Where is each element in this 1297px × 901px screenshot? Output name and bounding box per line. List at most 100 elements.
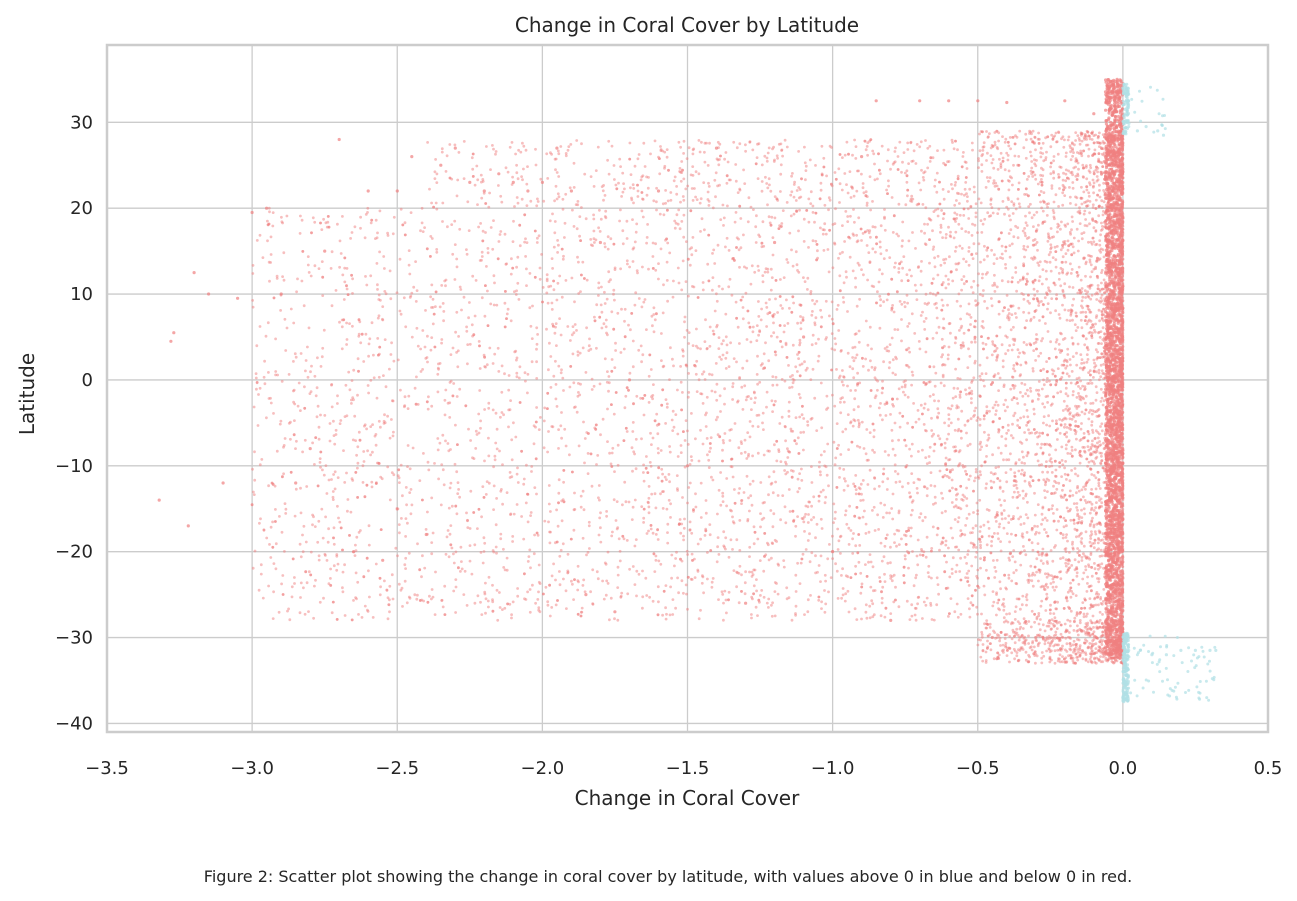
scatter-point xyxy=(933,256,936,260)
scatter-point xyxy=(564,589,568,593)
scatter-point xyxy=(366,384,370,387)
scatter-point xyxy=(859,499,863,502)
scatter-point xyxy=(765,601,769,605)
scatter-point xyxy=(1074,311,1078,315)
scatter-point xyxy=(1101,213,1105,217)
scatter-point xyxy=(491,362,495,365)
scatter-point xyxy=(780,415,784,419)
scatter-point xyxy=(1016,348,1020,352)
scatter-point xyxy=(370,485,374,489)
scatter-point xyxy=(979,546,982,550)
scatter-point xyxy=(1029,169,1033,173)
scatter-point xyxy=(579,494,583,498)
scatter-point xyxy=(476,178,480,182)
scatter-point xyxy=(570,579,573,583)
scatter-point xyxy=(1024,638,1028,642)
scatter-point xyxy=(1056,152,1060,156)
scatter-point xyxy=(406,444,410,447)
scatter-point xyxy=(654,242,657,246)
scatter-point xyxy=(654,268,658,272)
scatter-point xyxy=(767,558,771,562)
scatter-point xyxy=(900,339,903,343)
scatter-point xyxy=(1054,309,1057,313)
scatter-point xyxy=(959,346,963,350)
scatter-point xyxy=(1014,462,1018,466)
scatter-point xyxy=(1007,169,1011,173)
scatter-point xyxy=(1033,158,1036,162)
scatter-point xyxy=(765,306,769,309)
scatter-point xyxy=(887,453,890,457)
scatter-point xyxy=(995,146,999,149)
scatter-point xyxy=(266,321,270,325)
scatter-point xyxy=(1086,358,1090,361)
scatter-point xyxy=(340,325,344,329)
scatter-point xyxy=(634,291,638,295)
scatter-point xyxy=(503,232,507,236)
scatter-point xyxy=(954,245,958,249)
scatter-point xyxy=(883,217,886,220)
scatter-point xyxy=(307,326,311,330)
scatter-point xyxy=(990,353,994,357)
scatter-point xyxy=(857,425,861,429)
scatter-point xyxy=(1085,557,1089,560)
scatter-point xyxy=(1096,445,1100,449)
scatter-point xyxy=(1029,319,1032,323)
scatter-point xyxy=(1040,651,1044,654)
scatter-point xyxy=(1013,154,1017,158)
scatter-point xyxy=(691,199,695,202)
scatter-point xyxy=(855,353,859,357)
scatter-point xyxy=(408,296,412,299)
scatter-point xyxy=(755,156,759,160)
scatter-point xyxy=(1071,393,1075,397)
scatter-point xyxy=(433,613,437,616)
scatter-point xyxy=(392,430,395,434)
scatter-point xyxy=(990,540,993,543)
scatter-point xyxy=(1077,534,1081,538)
scatter-point xyxy=(1057,277,1061,281)
scatter-point xyxy=(685,592,688,596)
scatter-point xyxy=(1076,648,1080,651)
scatter-point xyxy=(687,391,691,394)
scatter-point xyxy=(252,405,256,409)
scatter-point xyxy=(449,524,453,527)
scatter-point xyxy=(582,420,585,424)
scatter-point xyxy=(606,247,610,251)
scatter-point xyxy=(1022,617,1026,621)
scatter-point xyxy=(613,178,616,181)
scatter-point xyxy=(757,269,761,272)
scatter-point xyxy=(389,353,393,356)
scatter-point xyxy=(399,388,402,392)
scatter-point xyxy=(438,305,442,309)
scatter-point xyxy=(883,580,887,583)
scatter-point xyxy=(536,598,540,601)
scatter-point xyxy=(348,388,352,392)
scatter-point xyxy=(336,222,339,226)
scatter-point xyxy=(456,481,460,484)
scatter-point xyxy=(1076,633,1080,637)
scatter-point xyxy=(1042,378,1045,382)
scatter-point xyxy=(406,465,409,468)
scatter-point xyxy=(1021,532,1024,536)
scatter-point xyxy=(277,610,281,614)
scatter-point xyxy=(351,277,354,281)
scatter-point xyxy=(1040,206,1043,210)
scatter-point xyxy=(894,480,898,484)
scatter-point xyxy=(844,210,848,213)
scatter-point xyxy=(661,472,664,476)
scatter-point xyxy=(514,152,517,156)
scatter-point xyxy=(1027,205,1031,209)
scatter-point xyxy=(345,321,348,325)
scatter-point xyxy=(892,600,896,604)
scatter-point xyxy=(791,381,795,385)
scatter-point xyxy=(1091,439,1094,443)
scatter-point xyxy=(703,150,706,154)
scatter-point xyxy=(572,598,575,601)
scatter-point xyxy=(1076,512,1080,516)
scatter-point xyxy=(455,310,459,314)
scatter-point xyxy=(414,300,418,303)
scatter-point xyxy=(486,247,490,250)
scatter-point xyxy=(1017,202,1021,206)
scatter-point xyxy=(766,151,770,155)
scatter-point xyxy=(896,472,900,476)
scatter-point xyxy=(1052,484,1055,488)
